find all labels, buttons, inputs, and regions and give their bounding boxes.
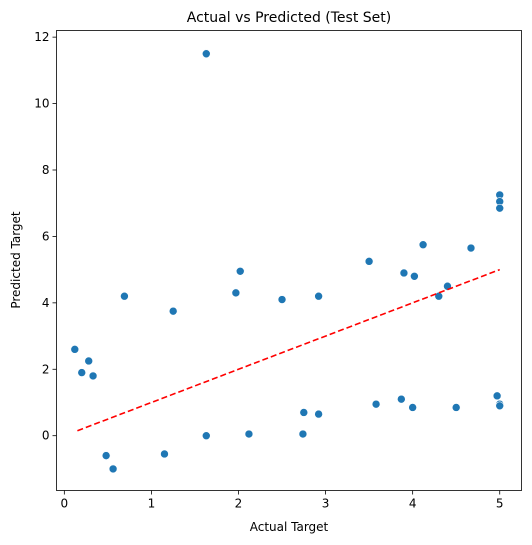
scatter-point	[299, 408, 309, 417]
scatter-point	[492, 391, 502, 401]
y-tick-label: 12	[34, 30, 49, 44]
y-axis: 0 2 4 6 8 10 12	[34, 30, 57, 443]
scatter-point	[371, 399, 381, 409]
plot-frame	[56, 30, 522, 491]
y-axis-label: Predicted Target	[9, 211, 23, 309]
scatter-point	[397, 394, 406, 404]
chart-title: Actual vs Predicted (Test Set)	[187, 10, 391, 26]
x-tick-label: 3	[322, 497, 330, 511]
x-tick-label: 0	[61, 497, 69, 511]
reference-line	[77, 268, 501, 432]
scatter-point	[495, 401, 505, 411]
scatter-point	[160, 449, 169, 459]
scatter-point	[418, 240, 428, 250]
scatter-point	[277, 295, 287, 304]
reference-line-layer	[77, 268, 501, 432]
x-axis: 0 1 2 3 4 5	[61, 490, 504, 511]
scatter-point	[120, 291, 129, 301]
scatter-point	[298, 429, 308, 439]
scatter-point	[88, 371, 98, 381]
x-tick-label: 2	[235, 497, 243, 511]
y-tick-label: 6	[42, 229, 50, 243]
scatter-point	[235, 266, 245, 276]
scatter-point	[410, 271, 419, 281]
scatter-point	[168, 306, 178, 316]
scatter-point	[314, 409, 323, 419]
scatter-point	[201, 431, 211, 441]
y-tick-label: 8	[42, 163, 50, 177]
scatter-point	[201, 49, 211, 59]
x-tick-label: 5	[496, 497, 504, 511]
scatter-point	[84, 356, 94, 366]
scatter-point	[399, 268, 409, 278]
scatter-point	[77, 368, 87, 377]
points-layer	[70, 49, 505, 474]
y-tick-label: 4	[42, 296, 50, 310]
scatter-point	[231, 288, 241, 298]
x-tick-label: 1	[148, 497, 156, 511]
x-axis-label: Actual Target	[250, 520, 329, 534]
y-tick-label: 2	[42, 362, 50, 376]
scatter-point	[408, 403, 417, 412]
scatter-point	[466, 243, 476, 253]
y-tick-label: 0	[42, 429, 50, 443]
scatter-point	[70, 345, 80, 354]
x-tick-label: 4	[409, 497, 417, 511]
scatter-point	[314, 291, 323, 301]
scatter-point	[108, 464, 118, 474]
scatter-point	[451, 403, 461, 412]
scatter-point	[101, 451, 111, 460]
y-tick-label: 10	[34, 97, 49, 111]
scatter-point	[244, 429, 254, 439]
scatter-point	[364, 257, 374, 266]
scatter-point	[495, 203, 505, 213]
